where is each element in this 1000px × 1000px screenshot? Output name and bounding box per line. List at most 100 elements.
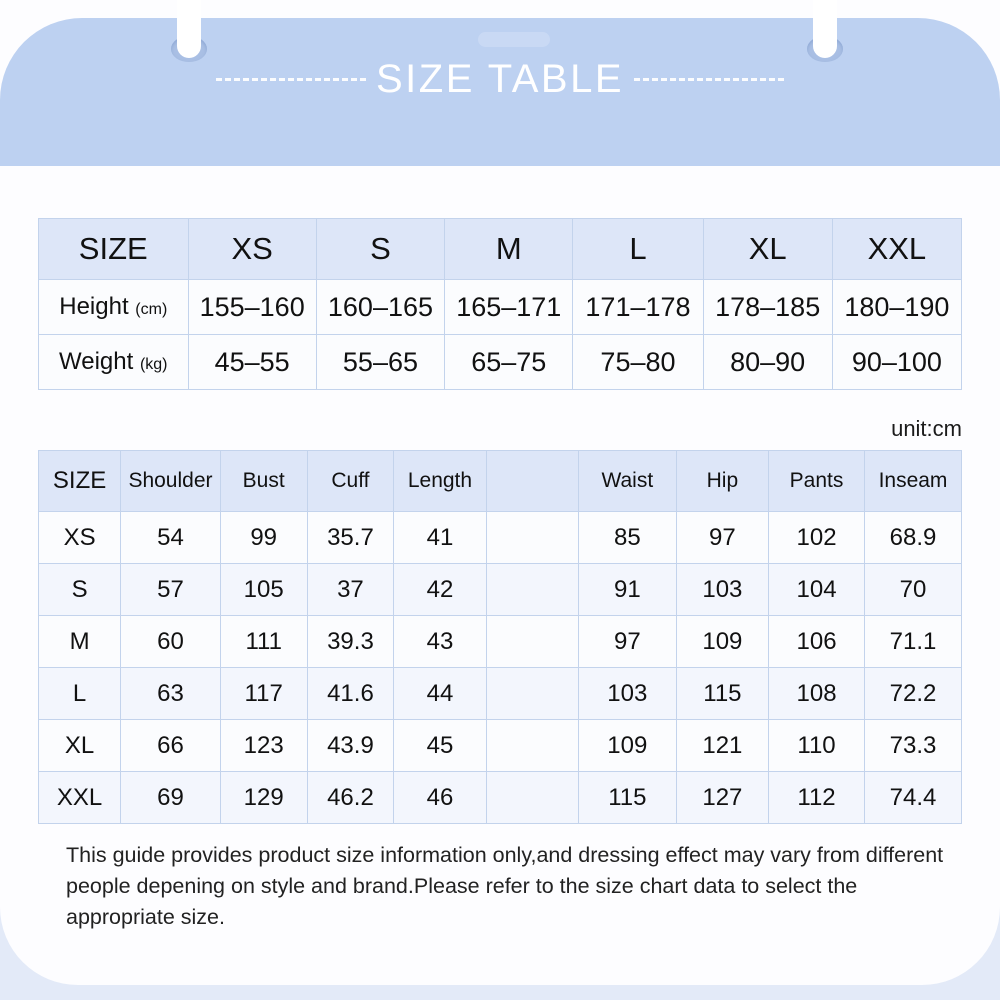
table-cell: 73.3	[864, 719, 962, 772]
column-header: Waist	[577, 450, 677, 512]
table-cell: 66	[120, 719, 221, 772]
table-cell: 91	[577, 563, 677, 616]
table-cell: 160–165	[315, 279, 446, 335]
table-cell: 117	[219, 667, 308, 720]
table-cell: 44	[393, 667, 487, 720]
row-header: Weight (kg)	[38, 334, 189, 390]
table-cell: 106	[768, 615, 866, 668]
table-cell: 35.7	[306, 511, 395, 564]
table-cell: 121	[675, 719, 770, 772]
row-header: XXL	[37, 771, 122, 824]
header-banner-base	[0, 122, 1000, 166]
row-header: M	[37, 615, 122, 668]
row-header-unit: (cm)	[135, 301, 168, 318]
table-cell: 46	[393, 771, 487, 824]
table-cell: 155–160	[187, 279, 317, 335]
hanger-strap-right-icon	[813, 0, 837, 58]
table-cell: 180–190	[831, 279, 963, 335]
table-cell: 97	[675, 511, 770, 564]
table-header-row: SIZE XS S M L XL XXL	[38, 218, 963, 280]
table-row: XS 54 99 35.7 41 85 97 102 68.9	[37, 511, 962, 564]
table-row: S 57 105 37 42 91 103 104 70	[37, 563, 962, 616]
table-cell: 85	[577, 511, 677, 564]
table-cell: 69	[120, 771, 221, 824]
table-row: XL 66 123 43.9 45 109 121 110 73.3	[37, 719, 962, 772]
table-cell: 68.9	[864, 511, 962, 564]
column-header: S	[315, 218, 446, 280]
table-cell: 39.3	[306, 615, 395, 668]
table-cell: 111	[219, 615, 308, 668]
table-cell: 45–55	[187, 334, 317, 390]
table-cell: 60	[120, 615, 221, 668]
row-header-label: Weight	[59, 348, 134, 375]
table-cell: 123	[219, 719, 308, 772]
table-cell: 90–100	[831, 334, 963, 390]
table-cell: 43.9	[306, 719, 395, 772]
table-cell: 71.1	[864, 615, 962, 668]
height-weight-table: SIZE XS S M L XL XXL Height (cm) 155–160…	[38, 218, 963, 390]
table-row: Height (cm) 155–160 160–165 165–171 171–…	[38, 279, 963, 335]
table-row: M 60 111 39.3 43 97 109 106 71.1	[37, 615, 962, 668]
table-cell: 80–90	[702, 334, 833, 390]
table-cell: 70	[864, 563, 962, 616]
table-cell: 45	[393, 719, 487, 772]
row-header: Height (cm)	[38, 279, 189, 335]
measurement-table-container: SIZE Shoulder Bust Cuff Length Waist Hip…	[37, 450, 962, 824]
hanger-strap-left-icon	[177, 0, 201, 58]
row-header: L	[37, 667, 122, 720]
table-cell: 74.4	[864, 771, 962, 824]
table-cell: 109	[675, 615, 770, 668]
column-header: Length	[393, 450, 487, 512]
table-cell: 75–80	[572, 334, 704, 390]
row-header: S	[37, 563, 122, 616]
column-header: XL	[702, 218, 833, 280]
table-row: Weight (kg) 45–55 55–65 65–75 75–80 80–9…	[38, 334, 963, 390]
table-cell-spacer	[485, 667, 579, 720]
column-header: SIZE	[38, 218, 189, 280]
table-cell: 112	[768, 771, 866, 824]
column-header: XS	[187, 218, 317, 280]
unit-label: unit:cm	[891, 416, 962, 441]
table-cell: 41	[393, 511, 487, 564]
table-cell: 110	[768, 719, 866, 772]
page-title-row: SIZE TABLE	[0, 57, 1000, 102]
table-cell-spacer	[485, 615, 579, 668]
column-header: Bust	[219, 450, 308, 512]
table-cell: 115	[577, 771, 677, 824]
table-cell: 103	[577, 667, 677, 720]
column-header: XXL	[831, 218, 963, 280]
table-cell: 55–65	[315, 334, 446, 390]
table-cell: 72.2	[864, 667, 962, 720]
column-header-spacer	[485, 450, 579, 512]
table-cell: 105	[219, 563, 308, 616]
title-dash-right-icon	[634, 78, 785, 81]
table-cell-spacer	[485, 771, 579, 824]
table-cell: 108	[768, 667, 866, 720]
page-title: SIZE TABLE	[375, 57, 625, 101]
table-cell: 41.6	[306, 667, 395, 720]
table-cell: 65–75	[444, 334, 574, 390]
table-cell: 99	[219, 511, 308, 564]
table-cell: 115	[675, 667, 770, 720]
table-cell-spacer	[485, 511, 579, 564]
row-header: XS	[37, 511, 122, 564]
column-header: Hip	[675, 450, 770, 512]
column-header: SIZE	[37, 450, 122, 512]
column-header: Inseam	[864, 450, 962, 512]
table-cell: 171–178	[572, 279, 704, 335]
column-header: Pants	[768, 450, 866, 512]
table-cell: 102	[768, 511, 866, 564]
tag-top-notch	[478, 32, 550, 47]
table-cell: 104	[768, 563, 866, 616]
column-header: Cuff	[306, 450, 395, 512]
table-header-row: SIZE Shoulder Bust Cuff Length Waist Hip…	[37, 450, 962, 512]
height-weight-table-container: SIZE XS S M L XL XXL Height (cm) 155–160…	[38, 218, 963, 390]
table-cell: 37	[306, 563, 395, 616]
table-cell: 165–171	[444, 279, 574, 335]
table-cell: 103	[675, 563, 770, 616]
row-header: XL	[37, 719, 122, 772]
measurement-table: SIZE Shoulder Bust Cuff Length Waist Hip…	[37, 450, 962, 824]
table-cell: 42	[393, 563, 487, 616]
table-cell: 63	[120, 667, 221, 720]
